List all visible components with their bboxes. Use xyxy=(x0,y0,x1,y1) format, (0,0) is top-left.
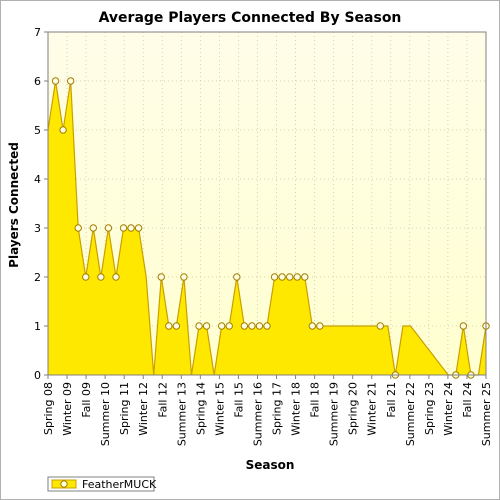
y-tick-label: 3 xyxy=(34,222,41,235)
x-tick-label: Summer 19 xyxy=(328,382,341,446)
data-point xyxy=(165,322,173,330)
data-point xyxy=(301,273,309,281)
data-point xyxy=(127,224,135,232)
x-axis-ticks: Spring 08 Winter 09 Fall 09 Summer 10 Spring… xyxy=(42,375,493,446)
data-point xyxy=(97,273,105,281)
legend-marker xyxy=(60,480,68,488)
data-point xyxy=(134,224,143,232)
data-point xyxy=(248,322,256,330)
data-point xyxy=(180,273,188,281)
data-point xyxy=(195,322,203,330)
data-point xyxy=(157,273,165,281)
y-tick-label: 2 xyxy=(34,271,41,284)
x-tick-label: Spring 17 xyxy=(271,382,284,435)
data-point xyxy=(172,322,181,330)
x-tick-label: Spring 11 xyxy=(118,382,131,435)
data-point xyxy=(278,273,286,281)
data-point xyxy=(82,273,90,281)
data-point xyxy=(233,273,241,281)
data-point xyxy=(285,273,294,281)
data-point xyxy=(263,322,271,330)
x-tick-label: Summer 22 xyxy=(404,382,417,446)
x-tick-label: Spring 08 xyxy=(42,382,55,435)
data-point xyxy=(376,322,384,330)
x-tick-label: Winter 24 xyxy=(442,382,455,436)
x-tick-label: Fall 21 xyxy=(385,382,398,418)
data-point xyxy=(66,77,75,85)
data-point xyxy=(59,126,67,134)
x-tick-label: Fall 12 xyxy=(156,382,169,418)
data-point xyxy=(51,77,60,85)
y-tick-label: 5 xyxy=(34,124,41,137)
data-point xyxy=(119,224,128,232)
x-tick-label: Summer 25 xyxy=(480,382,493,446)
data-point xyxy=(308,322,317,330)
data-point xyxy=(459,322,468,330)
legend-label: FeatherMUCK xyxy=(82,478,157,491)
legend: FeatherMUCK xyxy=(47,476,157,492)
x-tick-label: Summer 10 xyxy=(99,382,112,446)
data-point xyxy=(112,273,120,281)
axes xyxy=(47,31,487,376)
x-tick-label: Winter 21 xyxy=(366,382,379,436)
x-tick-label: Winter 15 xyxy=(213,382,226,436)
y-tick-label: 1 xyxy=(34,320,41,333)
x-tick-label: Spring 14 xyxy=(194,382,207,435)
x-tick-label: Winter 18 xyxy=(290,382,303,436)
x-tick-label: Fall 18 xyxy=(309,382,322,418)
y-tick-label: 7 xyxy=(34,26,41,39)
x-tick-label: Fall 15 xyxy=(232,382,245,418)
x-tick-label: Summer 16 xyxy=(251,382,264,446)
data-point xyxy=(316,322,324,330)
data-point xyxy=(293,273,301,281)
data-point xyxy=(225,322,233,330)
plot-border xyxy=(47,31,487,376)
x-tick-label: Spring 20 xyxy=(347,382,360,435)
data-point xyxy=(89,224,98,232)
y-tick-label: 0 xyxy=(34,369,41,382)
data-point xyxy=(255,322,264,330)
data-point xyxy=(240,322,249,330)
x-tick-label: Fall 24 xyxy=(461,382,474,418)
x-tick-label: Winter 09 xyxy=(61,382,74,436)
data-point xyxy=(217,322,226,330)
y-tick-label: 4 xyxy=(34,173,41,186)
data-point xyxy=(104,224,113,232)
x-tick-label: Winter 12 xyxy=(137,382,150,436)
data-point xyxy=(74,224,82,232)
x-axis-title: Season xyxy=(246,458,295,472)
y-axis-title: Players Connected xyxy=(7,142,21,268)
x-tick-label: Fall 09 xyxy=(80,382,93,418)
x-tick-label: Summer 13 xyxy=(175,382,188,446)
y-tick-label: 6 xyxy=(34,75,41,88)
chart-title: Average Players Connected By Season xyxy=(99,10,402,26)
data-point xyxy=(202,322,211,330)
data-point xyxy=(270,273,279,281)
x-tick-label: Spring 23 xyxy=(423,382,436,435)
y-axis-ticks: 0 1 2 3 4 5 6 7 xyxy=(34,26,48,382)
